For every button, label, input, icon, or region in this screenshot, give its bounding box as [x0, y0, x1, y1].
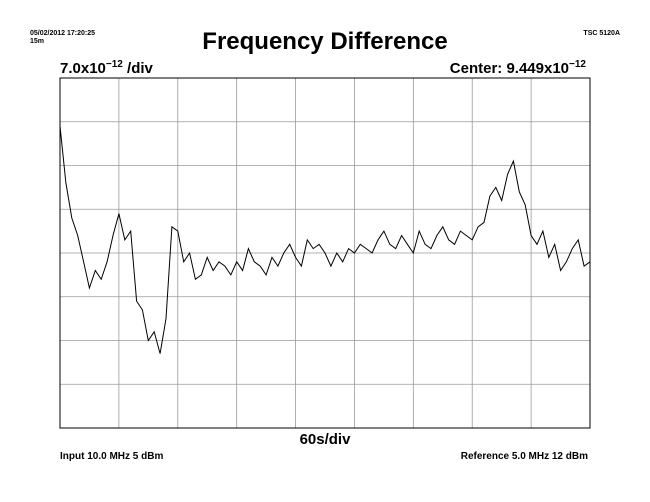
y-scale-exponent: −12	[105, 59, 123, 70]
y-scale-unit: /div	[122, 60, 153, 77]
timestamp-label: 05/02/2012 17:20:25	[30, 30, 95, 37]
plot-frame	[59, 77, 591, 429]
chart-title: Frequency Difference	[202, 28, 448, 55]
frequency-trace	[59, 126, 591, 354]
y-scale-label: 7.0x10−12 /div	[60, 59, 153, 77]
center-exponent: −12	[569, 59, 586, 70]
reference-label: Reference 5.0 MHz 12 dBm	[460, 451, 588, 462]
duration-label: 15m	[30, 38, 45, 45]
instrument-label: TSC 5120A	[583, 30, 620, 37]
input-label: Input 10.0 MHz 5 dBm	[60, 451, 164, 462]
x-scale-label: 60s/div	[299, 431, 351, 448]
y-scale-value: 7.0x10	[60, 60, 106, 77]
center-value: Center: 9.449x10	[449, 60, 570, 77]
center-label: Center: 9.449x10−12	[450, 59, 586, 77]
